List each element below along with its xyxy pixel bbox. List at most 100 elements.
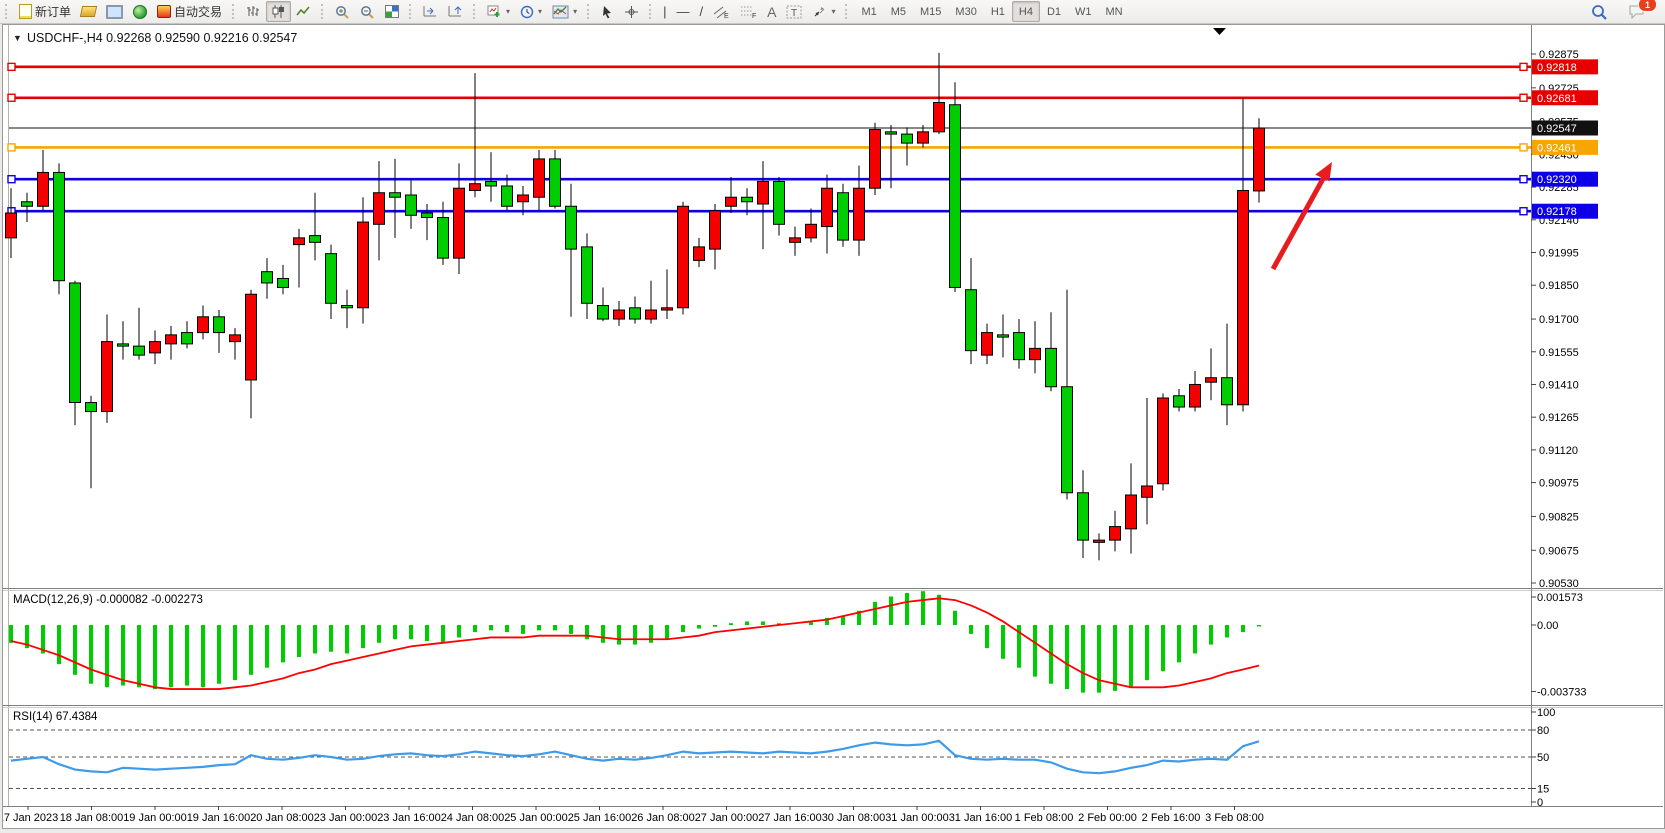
arrows-button[interactable]: ▾ [807,1,840,22]
candle-bearish [1077,492,1089,541]
time-axis-label: 25 Jan 16:00 [568,812,632,824]
candle-bullish [37,171,49,207]
main-toolbar: 新订单 自动交易 ▾ ▾ ▾ | — / E F A T ▾ M1 M5 M15 M3… [0,0,1665,24]
line-chart-button[interactable] [291,1,316,22]
timeframe-m1[interactable]: M1 [861,5,877,18]
level-handle[interactable] [1519,93,1528,102]
macd-axis-label: 0.001573 [1537,592,1583,604]
text-button[interactable]: A [762,1,781,22]
chart-shift-marker[interactable] [1213,28,1226,35]
horizontal-line-button[interactable]: — [671,1,694,22]
candle-bearish [437,217,449,259]
notifications-button[interactable]: 1 [1623,0,1657,22]
candle-bullish [709,210,721,250]
price-chart[interactable]: 0.928750.927250.925750.924300.922850.921… [3,25,1664,828]
new-chart-button[interactable]: ▾ [482,1,515,22]
equidistant-channel-button[interactable]: E [708,1,735,22]
timeframe-m15[interactable]: M15 [920,5,942,18]
candle-bullish [1189,383,1201,408]
candle-bearish [213,316,225,334]
candle-bearish [341,305,353,309]
template-icon [552,5,569,18]
timeframe-h4[interactable]: H4 [1011,1,1040,22]
annotation-arrow-head[interactable] [1315,162,1332,182]
timeframe-w1[interactable]: W1 [1075,5,1092,18]
text-label-button[interactable]: T [781,1,807,22]
level-handle[interactable] [1519,174,1528,184]
bar-chart-button[interactable] [241,1,266,22]
level-handle[interactable] [1519,62,1528,72]
crosshair-button[interactable] [619,1,644,22]
templates-button[interactable]: ▾ [547,1,582,22]
zoom-in-button[interactable] [330,1,355,22]
zoom-in-icon [336,5,349,19]
time-axis-label: 17 Jan 2023 [3,812,58,824]
candle-bullish [725,196,737,207]
candle-bearish [773,180,785,225]
price-axis-label: 0.92875 [1539,49,1579,61]
level-handle[interactable] [1519,143,1528,152]
auto-trading-button[interactable]: 自动交易 [152,1,227,22]
rsi-line [10,739,1260,775]
timeframe-mn[interactable]: MN [1105,5,1123,18]
candle-bullish [101,341,113,413]
text-label-icon: T [786,5,802,19]
price-axis-label: 0.91265 [1539,412,1579,424]
timeframe-d1[interactable]: D1 [1046,5,1062,18]
market-watch-button[interactable] [76,1,101,22]
level-handle[interactable] [7,174,16,184]
dropdown-caret: ▾ [573,7,578,16]
rsi-axis-label: 0 [1537,797,1543,809]
candle-bearish [69,282,81,404]
timeframe-m30[interactable]: M30 [955,5,977,18]
level-handle[interactable] [7,93,16,102]
timeframe-m5[interactable]: M5 [890,5,907,18]
candle-bullish [165,334,177,345]
scroll-end-icon [423,6,437,17]
level-handle[interactable] [7,62,16,72]
terminal-button[interactable] [101,1,128,22]
candle-bearish [965,289,977,352]
search-button[interactable] [1586,1,1613,22]
chart-window[interactable]: 0.928750.927250.925750.924300.922850.921… [2,24,1665,829]
trendline-icon: / [699,4,704,19]
candle-bullish [789,237,801,243]
vertical-line-button[interactable]: | [658,1,671,22]
chart-shift-button[interactable] [443,1,468,22]
scroll-to-end-button[interactable] [418,1,443,22]
tile-windows-button[interactable] [380,1,404,22]
level-handle[interactable] [1519,207,1528,216]
candle-bullish [1109,526,1121,541]
candle-bullish [1205,377,1217,383]
candle-bearish [85,402,97,413]
signals-button[interactable] [128,1,152,22]
candle-bearish [949,104,961,288]
candle-bullish [821,187,833,228]
zoom-out-button[interactable] [355,1,380,22]
price-badge [1532,139,1598,155]
fibonacci-button[interactable]: F [735,1,762,22]
level-handle[interactable] [7,143,16,152]
arrows-icon [815,6,825,16]
auto-trading-label: 自动交易 [174,5,223,19]
candle-bullish [1157,397,1169,485]
candlestick-chart-button[interactable] [266,1,292,22]
candle-bullish [645,309,657,320]
timeframe-h1[interactable]: H1 [990,5,1005,18]
periods-button[interactable]: ▾ [515,1,547,22]
new-order-button[interactable]: 新订单 [14,1,76,22]
candle-bearish [565,205,577,250]
annotation-arrow-shaft[interactable] [1270,175,1327,271]
trendline-button[interactable]: / [694,1,708,22]
candle-bearish [261,271,273,284]
monitor-icon [106,4,124,19]
candle-bullish [981,332,993,356]
price-axis-label: 0.91700 [1539,314,1579,326]
price-axis-label: 0.91850 [1539,280,1579,292]
time-axis-label: 1 Feb 08:00 [1015,812,1074,824]
price-axis-label: 0.90675 [1539,545,1579,557]
new-order-label: 新订单 [35,5,72,19]
symbol-ohlc-header: USDCHF-,H4 0.92268 0.92590 0.92216 0.925… [27,31,297,45]
horizontal-line-icon: — [676,4,690,19]
cursor-button[interactable] [596,1,619,22]
